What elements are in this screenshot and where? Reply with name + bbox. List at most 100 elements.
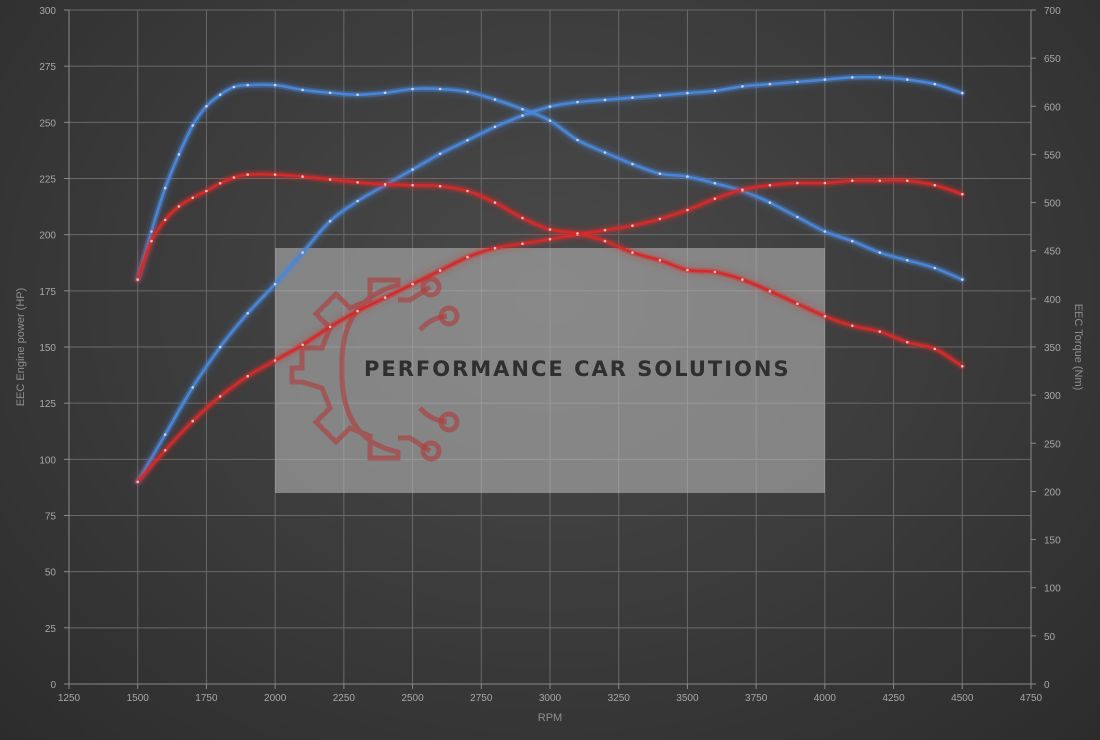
- data-point: [218, 93, 222, 96]
- data-point: [466, 90, 469, 94]
- x-tick-label: 3750: [745, 693, 768, 704]
- data-point: [548, 105, 552, 108]
- series-1-left-axis: [134, 74, 966, 485]
- data-point: [328, 178, 332, 181]
- data-point: [741, 278, 744, 281]
- data-point: [411, 87, 414, 91]
- x-tick-label: 1500: [127, 693, 150, 704]
- data-point: [658, 172, 662, 175]
- data-point: [301, 251, 304, 254]
- y-left-tick-label: 75: [45, 512, 57, 523]
- data-point: [205, 105, 208, 108]
- data-point: [383, 183, 387, 186]
- data-point: [246, 374, 249, 378]
- x-tick-label: 2000: [264, 693, 287, 704]
- x-tick-label: 3500: [676, 693, 699, 704]
- data-point: [851, 179, 854, 182]
- data-point: [411, 282, 414, 286]
- data-point: [438, 87, 442, 91]
- y-right-tick-label: 500: [1044, 199, 1061, 210]
- data-point: [246, 173, 249, 176]
- data-point: [686, 91, 689, 95]
- data-point: [686, 208, 689, 212]
- data-point: [232, 176, 236, 179]
- data-point: [191, 419, 194, 423]
- data-point: [273, 359, 277, 362]
- data-point: [768, 289, 772, 293]
- data-point: [136, 480, 139, 484]
- data-point: [383, 91, 387, 95]
- data-point: [493, 98, 497, 101]
- data-point: [603, 239, 607, 243]
- x-tick-label: 2750: [470, 693, 493, 704]
- y-right-tick-label: 550: [1044, 150, 1061, 161]
- y-right-tick-label: 200: [1044, 487, 1061, 498]
- x-axis-title: RPM: [538, 712, 562, 724]
- data-point: [466, 255, 469, 259]
- data-point: [163, 218, 167, 222]
- data-point: [411, 183, 414, 187]
- data-point: [191, 386, 194, 389]
- y-right-tick-label: 50: [1044, 632, 1056, 643]
- data-point: [521, 216, 524, 220]
- data-point: [493, 246, 497, 250]
- data-point: [273, 173, 277, 176]
- data-point: [796, 215, 799, 219]
- data-point: [576, 232, 579, 235]
- data-point: [796, 80, 799, 84]
- data-point: [906, 78, 909, 81]
- data-point: [631, 96, 634, 99]
- data-point: [631, 162, 634, 166]
- y-left-axis-title: EEC Engine power (HP): [15, 288, 27, 407]
- y-left-tick-label: 100: [39, 455, 56, 466]
- data-point: [493, 125, 497, 129]
- data-point: [521, 114, 524, 117]
- data-point: [851, 239, 854, 243]
- data-point: [603, 228, 607, 232]
- y-right-tick-label: 150: [1044, 536, 1061, 547]
- data-point: [686, 268, 689, 272]
- data-point: [466, 139, 469, 142]
- data-point: [878, 76, 882, 79]
- data-point: [163, 186, 167, 190]
- data-point: [548, 237, 552, 241]
- data-point: [658, 217, 662, 221]
- data-point: [163, 433, 167, 436]
- data-point: [163, 449, 167, 452]
- data-point: [218, 182, 222, 185]
- y-right-tick-label: 400: [1044, 295, 1061, 306]
- data-point: [177, 153, 181, 156]
- y-left-tick-label: 200: [39, 231, 56, 242]
- data-point: [301, 88, 304, 92]
- y-right-tick-label: 450: [1044, 247, 1061, 258]
- series-3-left-axis: [134, 177, 966, 485]
- data-point: [741, 188, 744, 191]
- data-point: [713, 89, 717, 93]
- y-left-axis-ticks: 0 25 50 75 100 125 150 175 200 225 250 275 300: [39, 6, 56, 691]
- y-left-tick-label: 175: [39, 287, 56, 298]
- data-point: [906, 340, 909, 344]
- watermark-text: PERFORMANCE CAR SOLUTIONS: [364, 357, 791, 381]
- data-point: [191, 196, 194, 200]
- x-tick-label: 4000: [814, 693, 837, 704]
- data-point: [328, 219, 332, 223]
- x-tick-label: 4250: [882, 693, 905, 704]
- series-2-right-axis: [134, 81, 966, 283]
- data-point: [878, 251, 882, 254]
- data-point: [246, 312, 249, 315]
- data-point: [328, 325, 332, 329]
- x-tick-label: 3250: [608, 693, 631, 704]
- data-point: [961, 91, 964, 95]
- data-point: [218, 395, 222, 398]
- y-left-tick-label: 150: [39, 343, 56, 354]
- data-point: [191, 124, 194, 127]
- watermark-logo: PERFORMANCE CAR SOLUTIONS: [275, 248, 825, 493]
- data-point: [438, 152, 442, 156]
- data-point: [878, 330, 882, 333]
- data-point: [713, 270, 717, 274]
- data-point: [576, 138, 579, 142]
- data-point: [301, 343, 304, 347]
- data-point: [741, 85, 744, 88]
- y-right-axis-ticks: 0 50 100 150 200 250 300 350 400 450 500 550 600 650 7…: [1044, 6, 1061, 691]
- y-right-tick-label: 600: [1044, 102, 1061, 113]
